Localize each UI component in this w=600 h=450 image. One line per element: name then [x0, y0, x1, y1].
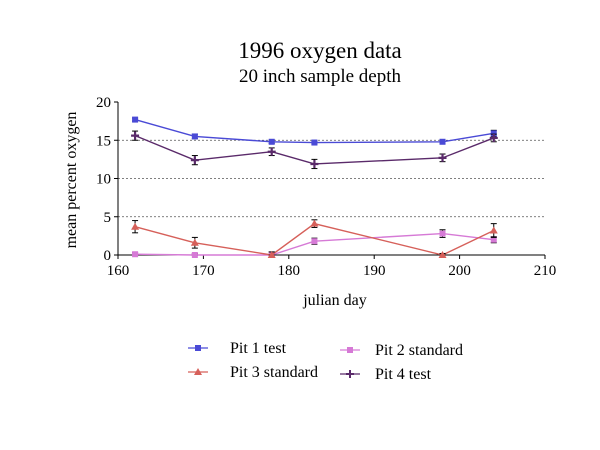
x-tick-label-160: 160 [107, 263, 130, 279]
legend-label-pit-3-standard: Pit 3 standard [230, 364, 318, 381]
chart-title: 1996 oxygen data [238, 38, 402, 63]
legend-item-pit-4-test: Pit 4 test [340, 366, 432, 383]
y-tick-label-5: 5 [104, 210, 112, 226]
x-tick-label-200: 200 [448, 263, 471, 279]
legend-marker-pit-1-test [195, 345, 201, 351]
series-line-pit-3-standard [134, 222, 495, 256]
data-point-pit-2-standard-198 [439, 230, 446, 237]
y-axis-label: mean percent oxygen [63, 112, 80, 249]
data-point-pit-2-standard-204 [490, 236, 497, 243]
data-point-pit-1-test-178 [268, 138, 275, 145]
data-point-pit-4-test-169 [190, 156, 199, 165]
legend: Pit 1 test Pit 2 standard Pit 3 standard… [188, 340, 463, 383]
data-point-pit-1-test-169 [191, 133, 198, 140]
legend-item-pit-1-test: Pit 1 test [188, 340, 287, 357]
data-point-pit-4-test-178 [267, 147, 276, 156]
data-point-pit-1-test-204 [490, 130, 497, 137]
legend-label-pit-2-standard: Pit 2 standard [375, 342, 463, 359]
x-tick-label-190: 190 [363, 263, 386, 279]
data-point-pit-4-test-198 [438, 153, 447, 162]
chart-subtitle: 20 inch sample depth [239, 66, 401, 87]
data-point-pit-3-standard-169 [190, 238, 199, 246]
data-point-pit-1-test-183 [311, 139, 318, 146]
data-point-pit-1-test-198 [439, 138, 446, 145]
plot-area: 0 5 10 15 20 160 170 180 190 200 210 [96, 95, 556, 279]
y-tick-label-0: 0 [104, 248, 112, 264]
series-line-pit-1-test [134, 118, 494, 144]
data-point-pit-2-standard-183 [311, 238, 318, 245]
legend-marker-pit-4-test [346, 370, 354, 378]
data-point-pit-2-standard-162 [132, 251, 139, 258]
legend-item-pit-2-standard: Pit 2 standard [340, 342, 463, 359]
data-point-pit-3-standard-204 [489, 226, 498, 234]
y-tick-label-10: 10 [96, 172, 111, 188]
data-point-pit-3-standard-198 [438, 251, 447, 258]
legend-label-pit-4-test: Pit 4 test [375, 366, 432, 383]
x-tick-label-210: 210 [534, 263, 557, 279]
data-point-pit-4-test-162 [131, 131, 140, 140]
series-line-pit-4-test [134, 135, 495, 165]
data-point-pit-2-standard-169 [191, 252, 198, 258]
data-point-pit-3-standard-183 [310, 219, 319, 227]
data-point-pit-1-test-162 [132, 116, 139, 123]
legend-marker-pit-3-standard [194, 368, 202, 375]
data-point-pit-3-standard-162 [131, 222, 140, 230]
series-line-pit-2-standard [135, 232, 494, 256]
legend-marker-pit-2-standard [347, 347, 353, 353]
y-tick-label-20: 20 [96, 95, 111, 111]
data-point-pit-3-standard-178 [267, 251, 276, 258]
data-point-pit-4-test-183 [310, 159, 319, 168]
y-tick-label-15: 15 [96, 133, 111, 149]
legend-item-pit-3-standard: Pit 3 standard [188, 364, 318, 381]
x-tick-label-180: 180 [278, 263, 301, 279]
x-tick-label-170: 170 [192, 263, 215, 279]
x-axis-label: julian day [302, 292, 367, 309]
legend-label-pit-1-test: Pit 1 test [230, 340, 287, 357]
data-point-pit-4-test-204 [489, 133, 498, 142]
